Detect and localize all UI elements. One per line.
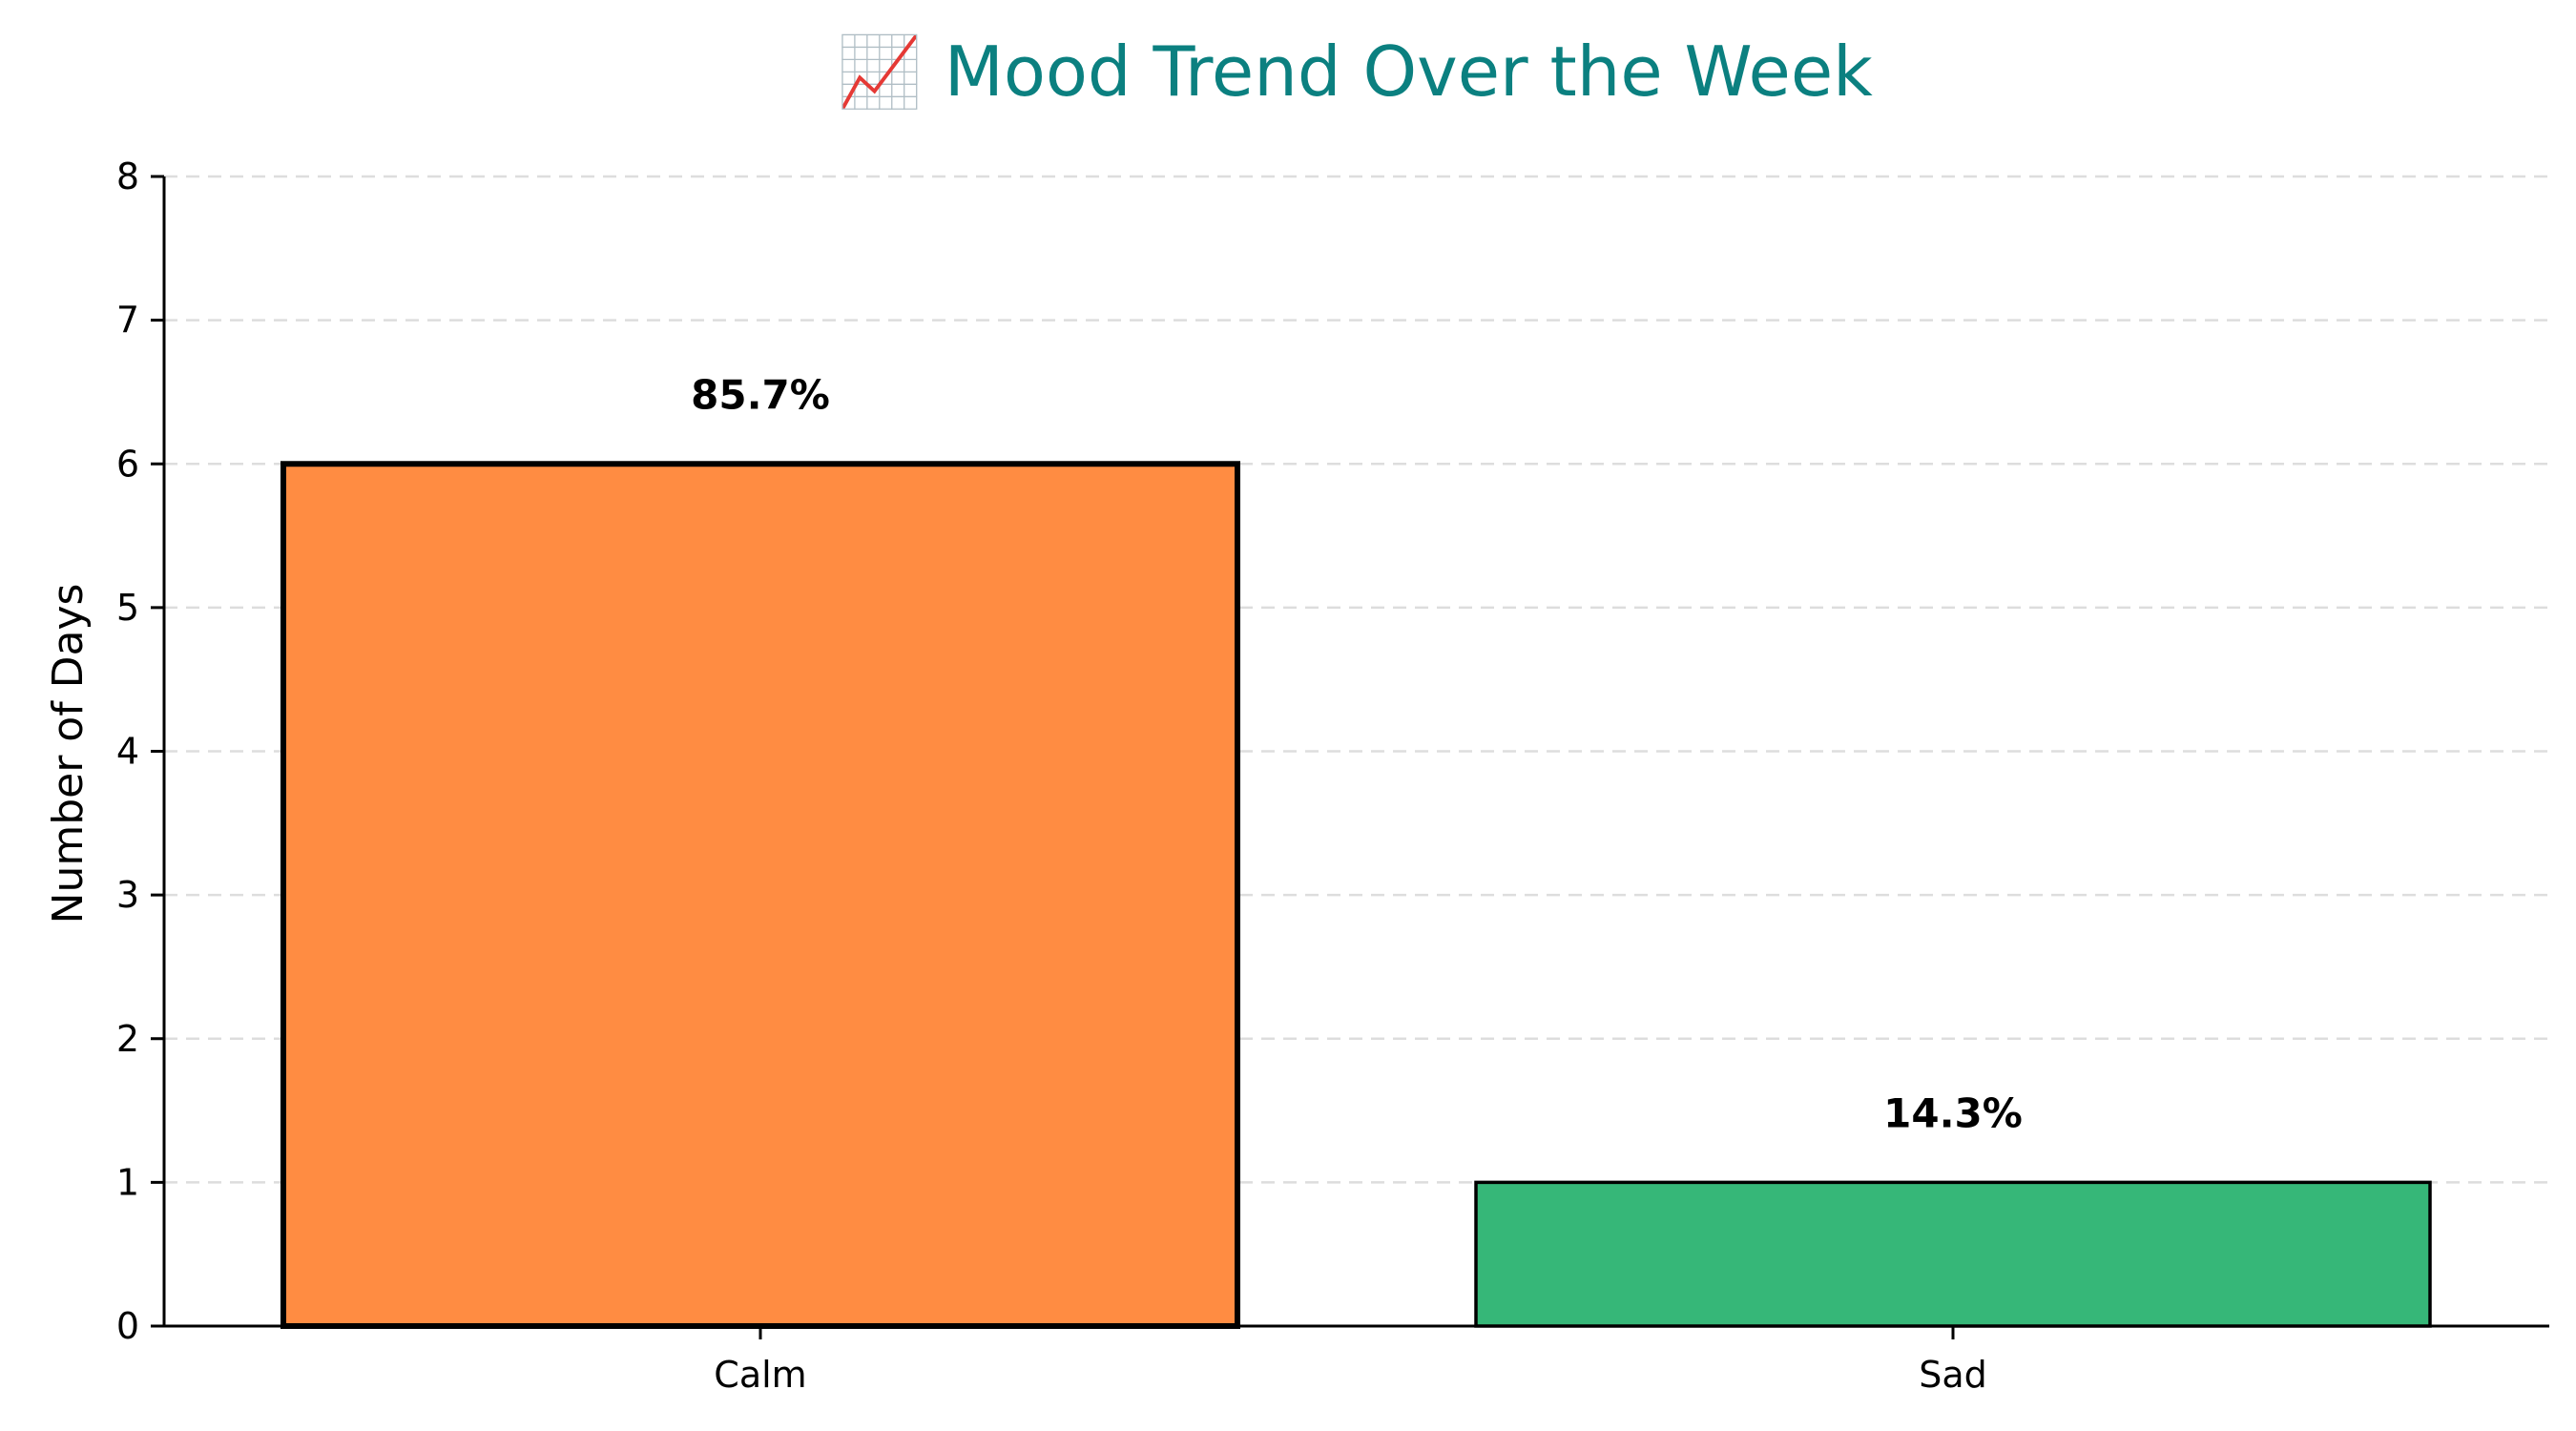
x-tick-label-sad: Sad — [1919, 1354, 1987, 1396]
y-tick-label-1: 1 — [116, 1161, 139, 1203]
data-labels: 85.7% 14.3% — [691, 371, 2023, 1136]
x-tick-label-calm: Calm — [714, 1354, 806, 1396]
bars — [280, 461, 2432, 1329]
chart-title: 📈 Mood Trend Over the Week — [837, 31, 1873, 112]
data-label-calm: 85.7% — [691, 371, 830, 418]
y-tick-label-0: 0 — [116, 1305, 139, 1347]
bar-calm — [280, 461, 1240, 1329]
y-tick-label-3: 3 — [116, 874, 139, 916]
y-tick-label-7: 7 — [116, 300, 139, 342]
data-label-sad: 14.3% — [1883, 1089, 2023, 1136]
y-tick-label-8: 8 — [116, 156, 139, 197]
y-axis-label: Number of Days — [44, 584, 93, 924]
bar-sad — [1474, 1180, 2432, 1328]
y-tick-label-5: 5 — [116, 587, 139, 629]
y-tick-label-6: 6 — [116, 443, 139, 485]
y-tick-label-2: 2 — [116, 1018, 139, 1060]
y-tick-label-4: 4 — [116, 731, 139, 773]
axes: 0 1 2 3 4 5 6 7 8 Calm Sad — [116, 156, 2549, 1396]
